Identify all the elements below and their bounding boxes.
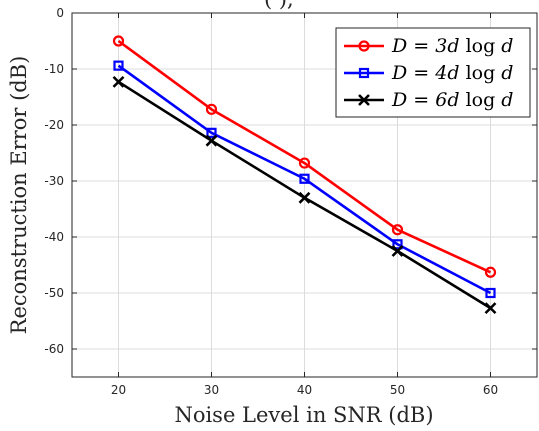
legend: D = 3d log d D = 4d log d D = 6d log d <box>335 27 531 118</box>
series-line <box>117 64 492 295</box>
x-tick-label: 30 <box>204 383 219 397</box>
series-2 <box>113 60 496 299</box>
y-tick-label: -60 <box>44 342 64 356</box>
x-axis-label: Noise Level in SNR (dB) <box>174 403 433 427</box>
data-point <box>299 173 310 184</box>
x-tick-label: 60 <box>483 383 498 397</box>
legend-entry: D = 4d log d <box>344 62 513 84</box>
y-tick-label: -50 <box>44 286 64 300</box>
data-point <box>391 224 404 236</box>
data-point <box>391 245 404 257</box>
data-point <box>206 127 217 138</box>
chart-title-fragment: ( ), <box>264 0 294 11</box>
y-tick-label: -10 <box>44 62 64 76</box>
legend-marker <box>358 40 370 52</box>
data-point <box>298 157 311 169</box>
x-axis-ticks: 20 30 40 50 60 <box>111 13 498 397</box>
data-point <box>205 103 218 115</box>
y-tick-label: -30 <box>44 174 64 188</box>
y-axis-ticks: 0 -10 -20 -30 -40 -50 -60 <box>44 6 537 356</box>
data-point <box>484 302 497 315</box>
data-point <box>113 60 124 71</box>
data-point <box>298 191 311 204</box>
x-tick-label: 50 <box>390 383 405 397</box>
data-point <box>205 134 218 147</box>
legend-entry: D = 6d log d <box>344 89 513 111</box>
data-point <box>484 266 497 278</box>
legend-label: D = 3d log d <box>391 35 513 57</box>
series-group <box>112 35 497 315</box>
legend-label: D = 6d log d <box>391 89 513 111</box>
y-tick-label: -20 <box>44 118 64 132</box>
data-point <box>485 287 496 299</box>
legend-marker <box>358 94 370 106</box>
series-line <box>117 39 492 274</box>
y-tick-label: 0 <box>56 6 64 20</box>
data-point <box>112 75 125 88</box>
legend-label: D = 4d log d <box>391 62 513 84</box>
data-point <box>112 35 125 47</box>
legend-marker <box>358 67 370 79</box>
series-1 <box>112 35 497 278</box>
x-tick-label: 20 <box>111 383 126 397</box>
x-tick-label: 40 <box>297 383 312 397</box>
series-3 <box>112 75 497 315</box>
data-point <box>392 239 403 250</box>
legend-entry: D = 3d log d <box>344 35 513 57</box>
y-axis-label: Reconstruction Error (dB) <box>7 56 31 335</box>
y-tick-label: -40 <box>44 230 64 244</box>
